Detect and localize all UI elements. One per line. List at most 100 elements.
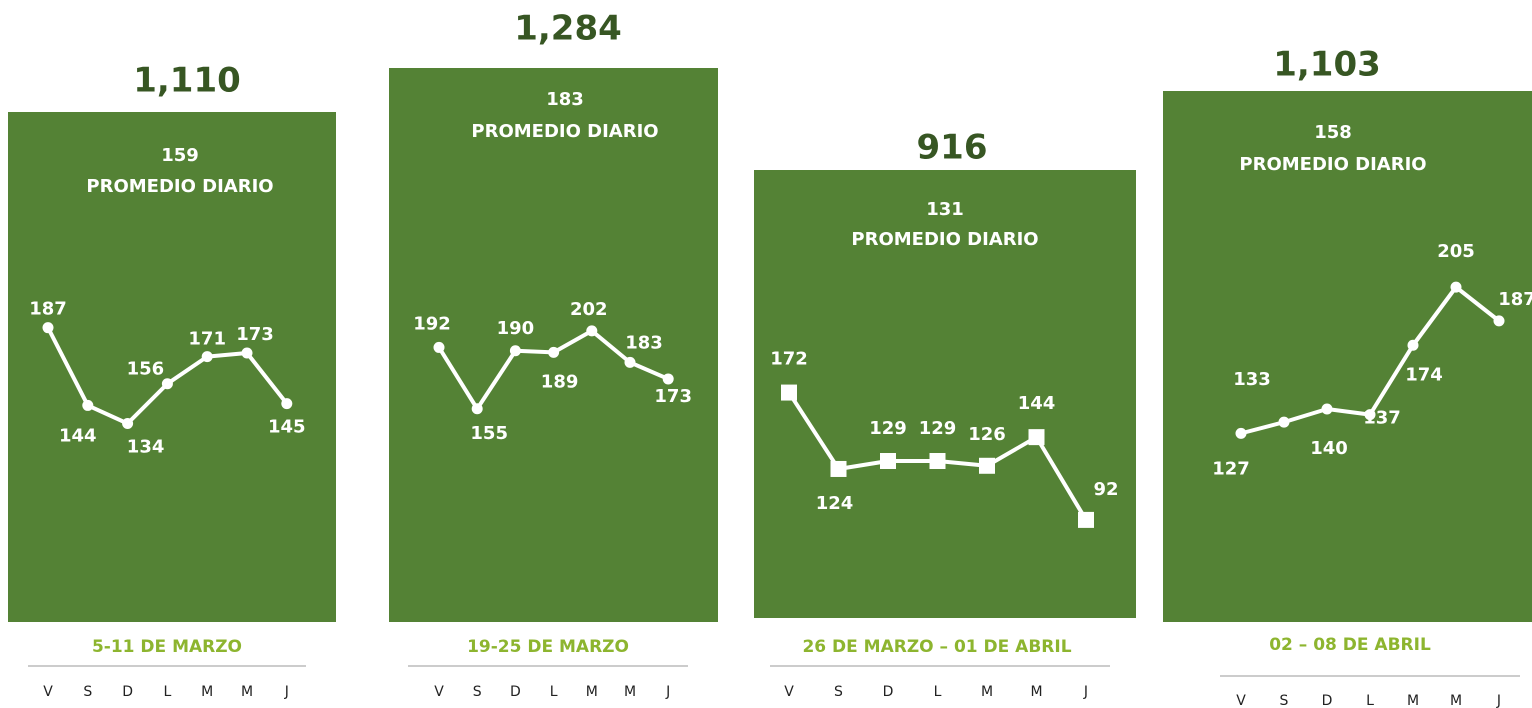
x-tick-label: D xyxy=(122,684,133,700)
value-label: 133 xyxy=(1233,369,1271,390)
value-label: 129 xyxy=(919,418,957,439)
value-label: 172 xyxy=(770,349,808,370)
average-label: PROMEDIO DIARIO xyxy=(471,121,658,142)
average: 159 xyxy=(161,145,199,166)
x-tick-label: J xyxy=(284,684,289,700)
x-tick-label: S xyxy=(473,684,482,700)
value-label: 202 xyxy=(570,299,608,320)
x-tick-label: V xyxy=(784,684,794,700)
value-label: 190 xyxy=(497,318,535,339)
marker xyxy=(880,453,896,470)
x-tick-label: M xyxy=(201,684,213,700)
x-tick-label: J xyxy=(1496,693,1501,708)
marker xyxy=(1078,511,1094,528)
marker xyxy=(241,347,253,359)
x-tick-label: D xyxy=(1322,693,1333,708)
panel xyxy=(8,112,336,622)
x-tick-label: M xyxy=(241,684,253,700)
marker xyxy=(586,325,598,337)
value-label: 173 xyxy=(236,324,274,345)
week-label: 26 DE MARZO – 01 DE ABRIL xyxy=(802,637,1071,657)
value-label: 92 xyxy=(1093,479,1118,500)
marker xyxy=(624,356,636,368)
value-label: 156 xyxy=(127,359,165,380)
total: 1,103 xyxy=(1273,45,1381,85)
x-tick-label: M xyxy=(624,684,636,700)
x-tick-label: D xyxy=(510,684,521,700)
x-tick-label: M xyxy=(586,684,598,700)
value-label: 173 xyxy=(654,386,692,407)
value-label: 134 xyxy=(127,437,165,458)
value-label: 192 xyxy=(413,313,451,334)
marker xyxy=(1278,416,1290,428)
value-label: 155 xyxy=(470,423,508,444)
x-tick-label: J xyxy=(1083,684,1088,700)
x-tick-label: V xyxy=(434,684,444,700)
week-label: 02 – 08 DE ABRIL xyxy=(1269,635,1431,655)
value-label: 187 xyxy=(1498,289,1532,310)
marker xyxy=(122,418,134,430)
marker xyxy=(42,322,54,334)
average-label: PROMEDIO DIARIO xyxy=(1239,154,1426,175)
marker xyxy=(201,351,213,363)
value-label: 145 xyxy=(268,417,306,438)
value-label: 183 xyxy=(625,332,663,353)
marker xyxy=(82,399,94,411)
value-label: 174 xyxy=(1405,364,1443,385)
value-label: 171 xyxy=(188,329,226,350)
value-label: 126 xyxy=(968,424,1006,445)
value-label: 137 xyxy=(1363,408,1401,429)
value-label: 144 xyxy=(59,425,97,446)
marker xyxy=(1450,281,1462,293)
average-label: PROMEDIO DIARIO xyxy=(86,176,273,197)
marker xyxy=(433,341,445,353)
average: 183 xyxy=(546,89,584,110)
panel xyxy=(1163,91,1532,622)
x-tick-label: L xyxy=(1366,693,1374,708)
marker xyxy=(1028,429,1045,446)
marker xyxy=(1364,409,1376,421)
marker xyxy=(1235,427,1247,439)
marker xyxy=(161,378,173,390)
x-tick-label: S xyxy=(83,684,92,700)
value-label: 129 xyxy=(869,418,907,439)
total: 1,110 xyxy=(133,61,241,101)
marker xyxy=(281,398,293,410)
x-tick-label: S xyxy=(1280,693,1289,708)
marker xyxy=(1493,315,1505,327)
value-label: 124 xyxy=(816,493,854,514)
x-tick-label: D xyxy=(883,684,894,700)
marker xyxy=(1321,403,1333,415)
value-label: 140 xyxy=(1310,438,1348,459)
marker xyxy=(471,403,483,415)
average-label: PROMEDIO DIARIO xyxy=(851,229,1038,250)
x-tick-label: J xyxy=(665,684,670,700)
value-label: 187 xyxy=(29,299,67,320)
x-tick-label: V xyxy=(43,684,53,700)
x-tick-label: L xyxy=(934,684,942,700)
marker xyxy=(509,345,521,357)
marker xyxy=(548,346,560,358)
marker xyxy=(929,453,946,470)
total: 1,284 xyxy=(514,9,622,49)
x-tick-label: L xyxy=(163,684,171,700)
value-label: 189 xyxy=(541,371,579,392)
marker xyxy=(1407,339,1419,351)
average: 158 xyxy=(1314,122,1352,143)
x-tick-label: V xyxy=(1236,693,1246,708)
marker xyxy=(662,373,674,385)
week-label: 5-11 DE MARZO xyxy=(92,637,242,657)
x-tick-label: M xyxy=(1450,693,1462,708)
value-label: 144 xyxy=(1018,393,1056,414)
value-label: 127 xyxy=(1212,458,1250,479)
x-tick-label: L xyxy=(550,684,558,700)
x-tick-label: M xyxy=(981,684,993,700)
marker xyxy=(830,460,847,477)
panel xyxy=(754,170,1136,618)
marker xyxy=(979,457,995,474)
week-label: 19-25 DE MARZO xyxy=(467,637,629,657)
total: 916 xyxy=(917,128,988,168)
x-tick-label: S xyxy=(834,684,843,700)
value-label: 205 xyxy=(1437,241,1475,262)
